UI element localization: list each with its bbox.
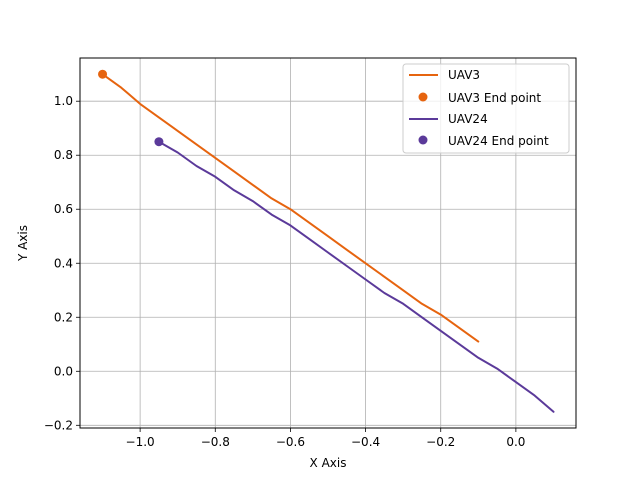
- y-tick-label: 0.0: [54, 364, 73, 378]
- series-line-uav3: [101, 73, 480, 343]
- y-tick-label: −0.2: [44, 418, 73, 432]
- legend-marker-uav24-end: [418, 135, 428, 145]
- grid-lines: [80, 58, 576, 428]
- x-tick-label: −0.6: [276, 435, 305, 449]
- end-points-layer: [98, 69, 164, 147]
- legend-frame: [402, 63, 570, 154]
- y-tick-label: 0.6: [54, 202, 73, 216]
- end-point-uav24-end-point: [154, 137, 164, 147]
- y-tick-label: 1.0: [54, 94, 73, 108]
- series-layer: [101, 73, 555, 413]
- y-tick-label: 0.8: [54, 148, 73, 162]
- x-axis-title: X Axis: [310, 456, 347, 470]
- end-point-uav3-end-point: [98, 69, 108, 79]
- legend-label-uav3: UAV3: [448, 68, 480, 82]
- legend-marker-uav3-end: [418, 92, 428, 102]
- x-tick-label: −0.2: [426, 435, 455, 449]
- series-line-uav24: [157, 140, 555, 413]
- x-tick-label: 0.0: [506, 435, 525, 449]
- legend-label-uav3-end: UAV3 End point: [448, 91, 541, 105]
- plot-frame: [79, 57, 577, 429]
- legend-label-uav24-end: UAV24 End point: [448, 134, 549, 148]
- axis-ticks: −1.0 −0.8 −0.6 −0.4 −0.2 0.0 −0.2 0.0 0.2 0.4 0.6 0…: [44, 94, 526, 449]
- y-tick-label: 0.2: [54, 310, 73, 324]
- legend: UAV3 UAV3 End point UAV24 UAV24 End poin…: [402, 63, 570, 154]
- x-tick-label: −1.0: [126, 435, 155, 449]
- x-tick-label: −0.8: [201, 435, 230, 449]
- legend-label-uav24: UAV24: [448, 112, 488, 126]
- x-tick-label: −0.4: [351, 435, 380, 449]
- y-tick-label: 0.4: [54, 256, 73, 270]
- y-axis-title: Y Axis: [16, 225, 30, 262]
